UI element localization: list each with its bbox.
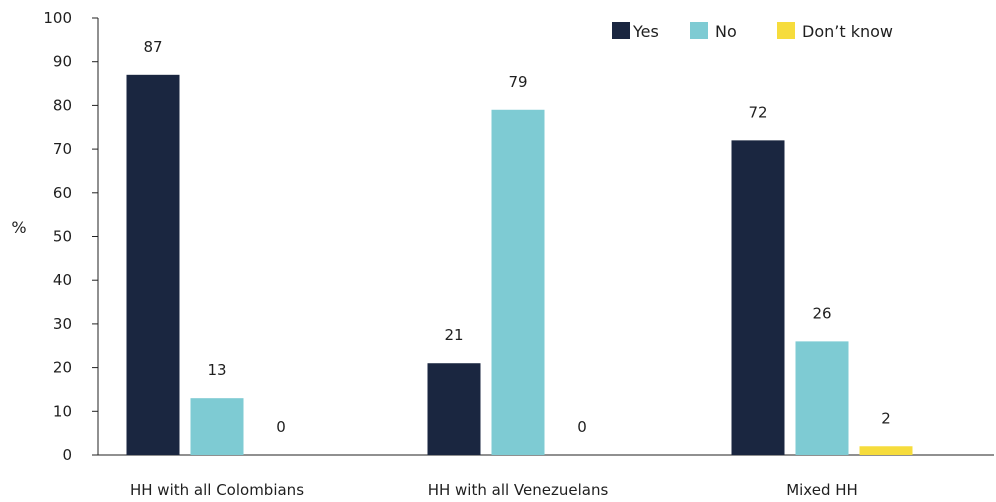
y-tick-label: 30 xyxy=(53,315,72,333)
y-tick-label: 70 xyxy=(53,140,72,158)
legend-label-don-t-know: Don’t know xyxy=(802,22,893,41)
y-axis: % 0 10 20 30 40 50 60 70 80 90 100 xyxy=(11,9,99,464)
data-label-no-hh-with-all-colombians: 13 xyxy=(207,361,226,379)
legend: Yes No Don’t know xyxy=(612,22,893,41)
y-tick-label: 80 xyxy=(53,96,72,114)
y-axis-label: % xyxy=(11,218,26,237)
y-tick-label: 100 xyxy=(43,9,72,27)
bar-yes-hh-with-all-colombians xyxy=(126,74,180,455)
y-tick-label: 60 xyxy=(53,184,72,202)
data-label-don-t-know-mixed-hh: 2 xyxy=(881,409,891,427)
bar-no-hh-with-all-colombians xyxy=(190,398,244,455)
y-tick-label: 90 xyxy=(53,53,72,71)
y-tick-label: 0 xyxy=(62,446,72,464)
category-labels: HH with all Colombians HH with all Venezu… xyxy=(130,481,858,499)
data-label-no-hh-with-all-venezuelans: 79 xyxy=(508,73,527,91)
legend-swatch-no xyxy=(690,22,708,39)
category-label-hh-with-all-colombians: HH with all Colombians xyxy=(130,481,304,499)
category-label-mixed-hh: Mixed HH xyxy=(786,481,858,499)
legend-swatch-yes xyxy=(612,22,630,39)
category-label-hh-with-all-venezuelans: HH with all Venezuelans xyxy=(428,481,609,499)
legend-label-no: No xyxy=(715,22,737,41)
legend-swatch-don-t-know xyxy=(777,22,795,39)
bar-yes-hh-with-all-venezuelans xyxy=(427,363,481,455)
y-tick-label: 10 xyxy=(53,402,72,420)
bars xyxy=(126,74,913,456)
data-label-yes-hh-with-all-colombians: 87 xyxy=(143,38,162,56)
bar-no-mixed-hh xyxy=(795,341,849,455)
y-tick-label: 50 xyxy=(53,228,72,246)
bar-no-hh-with-all-venezuelans xyxy=(491,109,545,456)
data-label-don-t-know-hh-with-all-venezuelans: 0 xyxy=(577,418,587,436)
data-label-no-mixed-hh: 26 xyxy=(812,304,831,322)
data-label-yes-hh-with-all-venezuelans: 21 xyxy=(444,326,463,344)
y-tick-label: 40 xyxy=(53,271,72,289)
data-labels: 87 13 0 21 79 0 72 26 2 xyxy=(143,38,890,436)
bar-yes-mixed-hh xyxy=(731,140,785,456)
data-label-yes-mixed-hh: 72 xyxy=(748,103,767,121)
legend-label-yes: Yes xyxy=(632,22,659,41)
data-label-don-t-know-hh-with-all-colombians: 0 xyxy=(276,418,286,436)
y-tick-label: 20 xyxy=(53,359,72,377)
bar-don-t-know-mixed-hh xyxy=(859,446,913,455)
